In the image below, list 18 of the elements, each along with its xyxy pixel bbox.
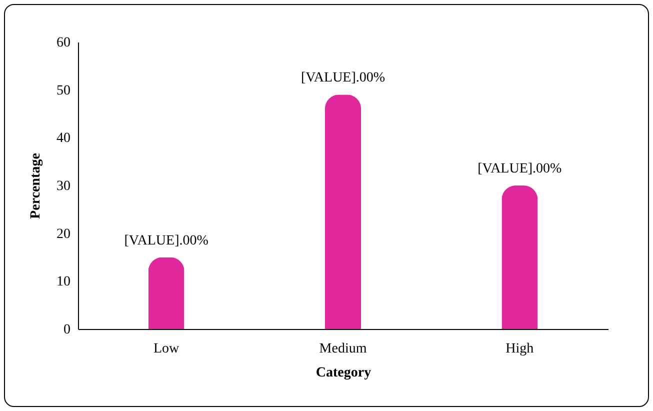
annotation: [VALUE].00% [300, 70, 386, 86]
y-axis-title: Percentage [28, 153, 44, 219]
y-tick-label: 30 [56, 179, 70, 194]
bar [325, 94, 361, 329]
x-axis-title: Category [316, 366, 372, 380]
y-tick-label: 40 [56, 131, 70, 146]
y-tick-label: 60 [56, 36, 70, 50]
y-tick-label: 0 [64, 322, 70, 338]
y-tick-label: 50 [56, 83, 70, 98]
bar [148, 257, 184, 329]
annotation: [VALUE].00% [124, 233, 209, 248]
x-tick-label: Low [153, 342, 180, 356]
y-tick-label: 10 [56, 274, 70, 290]
annotation: [VALUE].00% [478, 162, 562, 176]
x-tick-label: Medium [319, 342, 367, 356]
bar [502, 186, 538, 329]
y-tick-label: 20 [56, 226, 70, 242]
x-tick-label: High [506, 342, 534, 356]
